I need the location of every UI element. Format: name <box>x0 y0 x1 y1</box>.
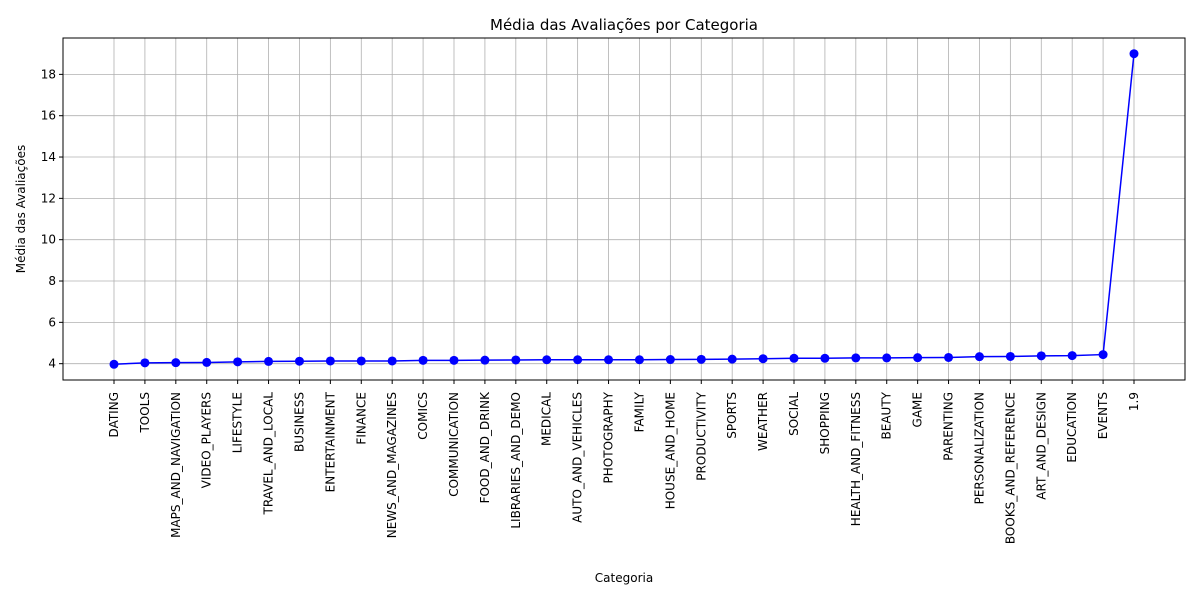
data-point <box>356 356 366 366</box>
data-point <box>944 352 954 362</box>
x-tick-label: LIFESTYLE <box>231 392 245 453</box>
data-point <box>140 358 150 368</box>
x-tick-label: BUSINESS <box>292 392 306 452</box>
x-tick-label: PRODUCTIVITY <box>694 391 708 480</box>
data-point <box>789 353 799 363</box>
x-tick-label: 1.9 <box>1127 392 1141 411</box>
x-axis-title: Categoria <box>595 571 653 585</box>
data-point <box>851 353 861 363</box>
data-point <box>665 355 675 365</box>
data-point <box>294 356 304 366</box>
x-tick-label: BEAUTY <box>880 391 894 439</box>
x-tick-label: MAPS_AND_NAVIGATION <box>169 392 183 538</box>
data-point <box>634 355 644 365</box>
x-tick-label: TOOLS <box>138 392 152 434</box>
x-tick-label: FINANCE <box>354 392 368 445</box>
x-tick-label: COMMUNICATION <box>447 392 461 497</box>
x-axis: DATING TOOLS MAPS_AND_NAVIGATION VIDEO_PLAY… <box>107 380 1141 544</box>
y-tick-label: 14 <box>41 150 56 164</box>
data-point <box>604 355 614 365</box>
x-tick-label: SPORTS <box>725 392 739 439</box>
x-tick-label: AUTO_AND_VEHICLES <box>571 392 585 523</box>
data-point <box>542 355 552 365</box>
x-tick-label: EVENTS <box>1096 392 1110 439</box>
x-tick-label: LIBRARIES_AND_DEMO <box>509 392 523 529</box>
y-axis-title: Média das Avaliações <box>14 145 28 273</box>
data-point <box>1098 350 1108 360</box>
x-tick-label: ENTERTAINMENT <box>323 391 337 492</box>
x-tick-label: SOCIAL <box>787 392 801 436</box>
plot-area <box>62 37 1186 381</box>
x-tick-label: WEATHER <box>756 392 770 451</box>
data-point <box>511 355 521 365</box>
data-point <box>233 357 243 367</box>
x-tick-label: COMICS <box>416 392 430 440</box>
data-point <box>974 352 984 362</box>
data-point <box>913 353 923 363</box>
x-tick-label: HEALTH_AND_FITNESS <box>849 392 863 526</box>
data-point <box>387 356 397 366</box>
y-tick-label: 4 <box>48 357 56 371</box>
y-tick-label: 6 <box>48 315 56 329</box>
x-tick-label: FOOD_AND_DRINK <box>478 391 492 504</box>
x-tick-label: BOOKS_AND_REFERENCE <box>1003 392 1017 544</box>
data-point <box>418 355 428 365</box>
x-tick-label: PERSONALIZATION <box>972 392 986 504</box>
x-tick-label: PARENTING <box>942 392 956 461</box>
data-point <box>109 359 119 369</box>
x-tick-label: TRAVEL_AND_LOCAL <box>262 392 276 516</box>
data-point <box>1129 49 1139 59</box>
data-point <box>820 353 830 363</box>
x-tick-label: NEWS_AND_MAGAZINES <box>385 392 399 538</box>
data-points <box>109 49 1139 369</box>
data-point <box>696 354 706 364</box>
x-tick-label: EDUCATION <box>1065 392 1079 463</box>
y-axis: 4 6 8 10 12 14 16 18 <box>41 67 63 371</box>
x-tick-label: FAMILY <box>632 391 646 432</box>
y-tick-label: 8 <box>48 274 56 288</box>
data-point <box>171 358 181 368</box>
data-point <box>573 355 583 365</box>
series-line <box>113 53 1135 366</box>
x-tick-label: GAME <box>911 392 925 427</box>
grid-lines <box>63 38 1185 380</box>
data-point <box>1067 351 1077 361</box>
data-point <box>325 356 335 366</box>
data-point <box>882 353 892 363</box>
x-tick-label: ART_AND_DESIGN <box>1034 392 1048 500</box>
x-tick-label: VIDEO_PLAYERS <box>200 392 214 488</box>
y-tick-label: 16 <box>41 109 56 123</box>
data-point <box>449 355 459 365</box>
x-tick-label: HOUSE_AND_HOME <box>663 392 677 509</box>
x-tick-label: SHOPPING <box>818 392 832 454</box>
x-tick-label: MEDICAL <box>540 392 554 446</box>
data-point <box>480 355 490 365</box>
y-tick-label: 12 <box>41 191 56 205</box>
y-tick-label: 10 <box>41 233 56 247</box>
data-point <box>727 354 737 364</box>
y-tick-label: 18 <box>41 67 56 81</box>
data-point <box>1036 351 1046 361</box>
x-tick-label: PHOTOGRAPHY <box>602 391 616 483</box>
data-point <box>264 356 274 366</box>
chart-title: Média das Avaliações por Categoria <box>490 16 758 34</box>
x-tick-label: DATING <box>107 392 121 437</box>
data-point <box>758 354 768 364</box>
data-point <box>202 357 212 367</box>
data-point <box>1005 351 1015 361</box>
